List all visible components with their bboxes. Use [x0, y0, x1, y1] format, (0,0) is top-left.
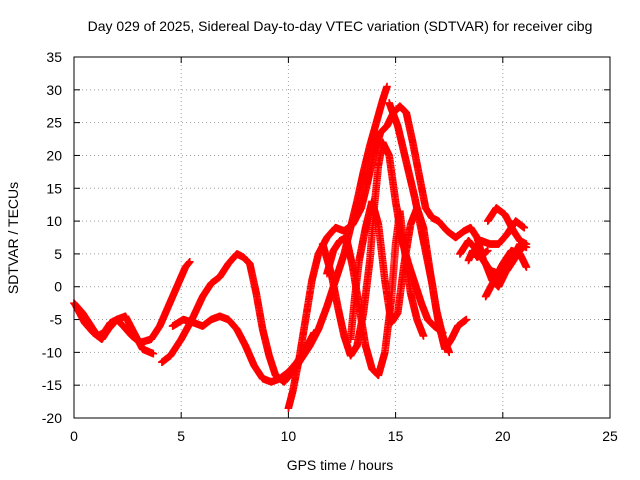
x-tick-label: 15: [388, 428, 404, 444]
y-tick-label: -10: [42, 344, 62, 360]
data-marker: [462, 315, 471, 324]
y-tick-label: 35: [46, 49, 62, 65]
data-marker: [522, 263, 531, 271]
series-track-2: [72, 302, 158, 358]
y-tick-label: -20: [42, 410, 62, 426]
series-track-11: [481, 246, 531, 301]
y-tick-label: 30: [46, 82, 62, 98]
data-marker: [383, 82, 391, 91]
y-tick-label: 5: [54, 246, 62, 262]
y-tick-label: -5: [50, 312, 63, 328]
data-marker: [522, 240, 531, 248]
chart-title: Day 029 of 2025, Sidereal Day-to-day VTE…: [88, 18, 593, 34]
y-tick-label: 25: [46, 115, 62, 131]
data-marker: [149, 349, 158, 358]
data-marker: [419, 332, 428, 340]
data-marker: [310, 328, 318, 337]
y-tick-label: -15: [42, 377, 62, 393]
y-tick-label: 20: [46, 147, 62, 163]
series-track-14: [464, 246, 492, 265]
data-marker: [185, 257, 194, 266]
series-track-13: [477, 217, 529, 248]
x-tick-label: 20: [495, 428, 511, 444]
data-marker: [445, 348, 453, 357]
y-tick-label: 0: [54, 279, 62, 295]
series-track-9: [385, 99, 471, 353]
y-tick-label: 15: [46, 180, 62, 196]
x-tick-label: 5: [177, 428, 185, 444]
data-layer: [70, 82, 531, 412]
x-tick-label: 0: [70, 428, 78, 444]
y-axis-label: SDTVAR / TECUs: [5, 182, 21, 294]
data-marker: [483, 246, 492, 255]
data-marker: [520, 223, 529, 232]
plot-frame: [73, 56, 611, 419]
x-tick-label: 10: [281, 428, 297, 444]
x-tick-label: 25: [602, 428, 618, 444]
tick-layer: 0 5 10 15 20 25 -20 -15 -10 -5 0 5 10 15 20 25 30 35: [42, 49, 618, 444]
y-tick-label: 10: [46, 213, 62, 229]
x-axis-label: GPS time / hours: [287, 457, 394, 473]
